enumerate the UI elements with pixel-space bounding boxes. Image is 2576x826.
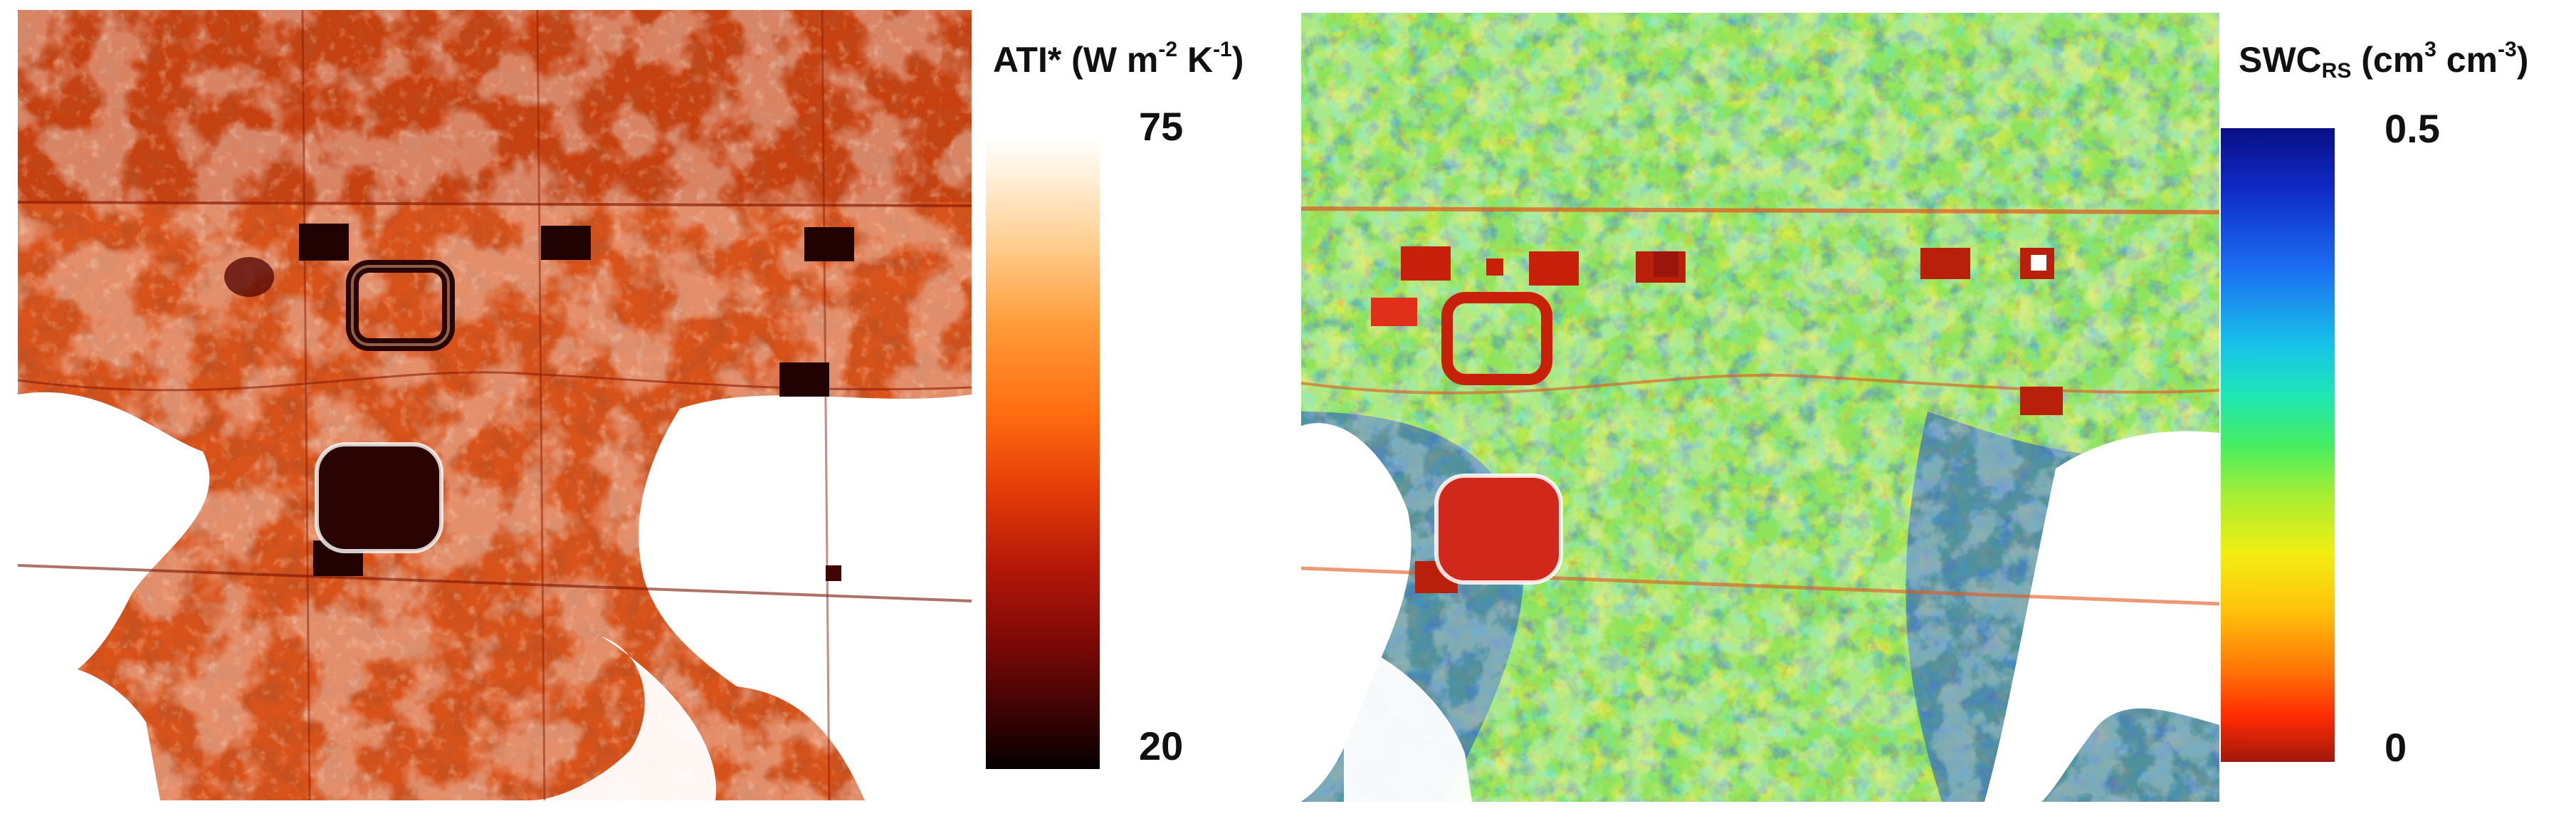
- swc-panel: SWCRS (cm3 cm-3) 0.5 0: [1295, 0, 2576, 826]
- swc-title-subscript: RS: [2321, 59, 2352, 83]
- swc-title-end: ): [2516, 40, 2529, 80]
- swc-colorbar: [2221, 128, 2335, 762]
- swc-title-mid-2: cm: [2436, 40, 2498, 80]
- ati-title-exponent-1: -2: [1158, 38, 1178, 61]
- ati-colorbar: [986, 135, 1100, 769]
- ati-colorbar-min-label: 20: [1139, 723, 1184, 768]
- ati-title-mid: K: [1177, 40, 1214, 80]
- swc-title-exponent-2: -3: [2498, 38, 2517, 61]
- ati-title-end: ): [1231, 40, 1244, 80]
- swc-soil-water-map: [1301, 13, 2219, 802]
- swc-colorbar-title: SWCRS (cm3 cm-3): [2239, 39, 2528, 82]
- ati-panel: ATI* (W m-2 K-1) 75 20: [18, 10, 1244, 800]
- swc-title-main: SWC: [2239, 40, 2322, 80]
- swc-title-exponent-1: 3: [2424, 38, 2436, 61]
- ati-map-graphic: [18, 10, 972, 800]
- ati-colorbar-title: ATI* (W m-2 K-1): [993, 39, 1244, 78]
- ati-thermal-map: [18, 10, 972, 800]
- ati-title-exponent-2: -1: [1213, 38, 1232, 61]
- swc-title-mid: (cm: [2351, 40, 2425, 80]
- ati-colorbar-max-label: 75: [1139, 104, 1184, 149]
- swc-colorbar-min-label: 0: [2385, 725, 2407, 770]
- swc-map-graphic: [1301, 13, 2219, 802]
- swc-colorbar-max-label: 0.5: [2385, 106, 2440, 151]
- ati-title-main: ATI* (W m: [993, 40, 1159, 80]
